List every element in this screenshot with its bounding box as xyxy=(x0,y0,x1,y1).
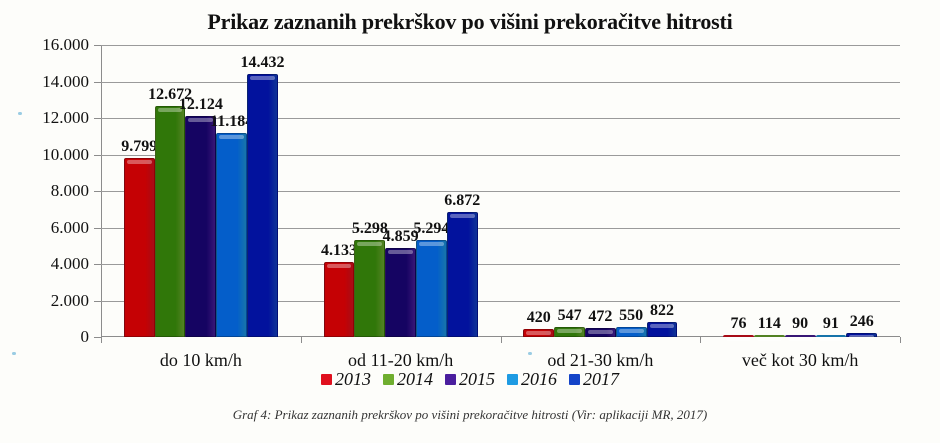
x-tick-mark xyxy=(300,337,302,343)
data-label: 5.298 xyxy=(351,220,388,238)
data-label: 5.294 xyxy=(413,220,450,238)
data-label: 114 xyxy=(757,314,781,332)
x-tick-mark xyxy=(500,337,502,343)
bar-2017-1 xyxy=(446,211,478,337)
data-label: 246 xyxy=(849,312,874,330)
bar-2015-1 xyxy=(385,248,417,337)
gridline xyxy=(101,45,900,46)
gridline xyxy=(101,191,900,192)
legend-swatch-icon xyxy=(445,374,456,385)
category-label: od 11-20 km/h xyxy=(347,350,454,370)
y-tick-mark xyxy=(94,337,101,338)
scan-speck xyxy=(18,112,22,115)
legend-label: 2014 xyxy=(397,369,433,389)
bar-2014-0 xyxy=(154,105,186,337)
data-label: 4.859 xyxy=(382,228,419,246)
y-tick-mark xyxy=(94,300,101,302)
data-label: 547 xyxy=(557,307,582,325)
bar-2016-0 xyxy=(216,132,248,337)
data-label: 11.184 xyxy=(210,112,254,130)
y-tick-label: 12.000 xyxy=(42,108,89,127)
y-tick-label: 10.000 xyxy=(42,144,89,164)
gridline xyxy=(101,300,900,302)
y-tick-label: 6.000 xyxy=(50,217,89,237)
data-label: 4.133 xyxy=(321,241,358,259)
y-tick-label: 0 xyxy=(80,327,90,346)
legend-label: 2015 xyxy=(459,369,495,389)
data-label: 14.432 xyxy=(240,53,285,71)
bar-2014-2 xyxy=(554,327,585,337)
x-axis xyxy=(101,336,900,337)
data-label: 6.872 xyxy=(444,191,481,209)
bar-2013-3 xyxy=(723,335,754,341)
legend-label: 2016 xyxy=(521,369,557,389)
y-tick-label: 8.000 xyxy=(50,181,89,200)
x-tick-mark xyxy=(700,337,702,343)
y-tick-label: 14.000 xyxy=(42,71,89,91)
bar-2014-3 xyxy=(753,334,785,342)
bar-2015-2 xyxy=(584,328,616,337)
legend: 2013 2014 2015 2016 2017 xyxy=(0,369,940,390)
bar-2017-2 xyxy=(646,322,678,337)
y-axis xyxy=(101,45,102,343)
gridline xyxy=(101,118,900,119)
legend-item-2016: 2016 xyxy=(507,369,557,390)
data-label: 420 xyxy=(526,309,551,327)
chart-title: Prikaz zaznanih prekrškov po višini prek… xyxy=(207,9,733,34)
bar-2017-0 xyxy=(247,73,278,337)
y-tick-mark xyxy=(94,81,101,83)
legend-swatch-icon xyxy=(507,374,518,385)
bar-2016-2 xyxy=(615,326,647,337)
figure-caption: Graf 4: Prikaz zaznanih prekrškov po viš… xyxy=(232,407,708,422)
y-tick-mark xyxy=(94,227,101,229)
y-tick-mark xyxy=(94,191,101,192)
x-tick-mark xyxy=(900,337,901,343)
data-label: 472 xyxy=(588,308,613,326)
data-label: 822 xyxy=(649,301,674,319)
data-label: 91 xyxy=(822,315,839,332)
gridline xyxy=(101,81,900,83)
bar-2017-3 xyxy=(846,332,878,340)
scan-speck xyxy=(12,352,16,355)
data-label: 9.799 xyxy=(121,138,158,156)
gridline xyxy=(101,227,900,229)
scan-speck xyxy=(528,352,532,355)
bar-2015-0 xyxy=(185,115,217,337)
bar-2013-0 xyxy=(123,158,155,337)
category-label: do 10 km/h xyxy=(159,350,242,370)
legend-swatch-icon xyxy=(321,374,332,385)
plot-area: 9.799 12.672 12.124 11.184 14.432 4.133 5.298 4… xyxy=(94,45,901,343)
data-label: 76 xyxy=(730,315,747,332)
gridline xyxy=(101,154,900,156)
category-label: od 21-30 km/h xyxy=(547,350,654,370)
legend-swatch-icon xyxy=(569,374,580,385)
legend-label: 2017 xyxy=(583,369,619,389)
legend-swatch-icon xyxy=(383,374,394,385)
legend-item-2014: 2014 xyxy=(383,369,433,390)
bar-2013-1 xyxy=(323,261,355,337)
data-label: 12.124 xyxy=(178,95,223,113)
y-tick-mark xyxy=(94,118,101,119)
y-tick-label: 16.000 xyxy=(42,35,89,54)
data-label: 90 xyxy=(792,315,809,332)
legend-item-2017: 2017 xyxy=(569,369,619,390)
legend-item-2013: 2013 xyxy=(321,369,371,390)
legend-label: 2013 xyxy=(335,369,371,389)
data-label: 550 xyxy=(619,306,644,324)
y-tick-mark xyxy=(94,154,101,156)
bar-2016-1 xyxy=(416,240,447,337)
legend-item-2015: 2015 xyxy=(445,369,495,390)
bar-2013-2 xyxy=(523,329,555,337)
bar-2016-3 xyxy=(815,335,847,341)
bar-2014-1 xyxy=(354,240,386,337)
y-tick-mark xyxy=(94,45,101,46)
data-label: 12.672 xyxy=(148,85,193,103)
category-label: več kot 30 km/h xyxy=(741,350,859,370)
y-tick-label: 4.000 xyxy=(50,254,89,273)
gridline xyxy=(101,264,900,265)
y-tick-label: 2.000 xyxy=(50,290,89,310)
bar-2015-3 xyxy=(784,335,816,341)
y-tick-mark xyxy=(94,264,101,265)
